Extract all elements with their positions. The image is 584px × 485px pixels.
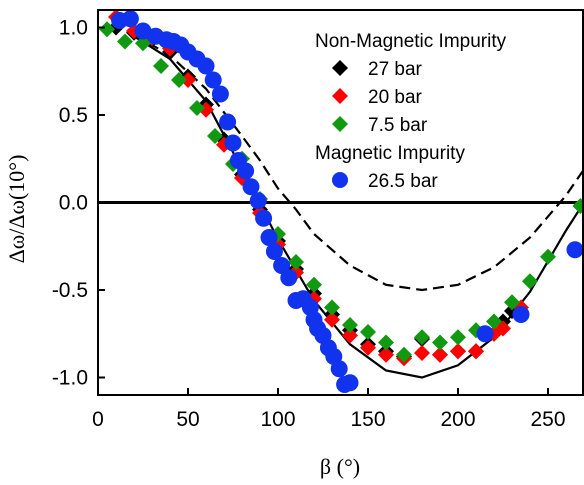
y-tick-label: 1.0 (59, 17, 88, 40)
data-point-26-5-bar (242, 178, 260, 196)
data-point-7-5-bar (572, 198, 584, 214)
points-layer (99, 9, 584, 393)
data-point-26-5-bar (512, 306, 530, 323)
y-axis: 1.0 0.5 0.0 -0.5 -1.0 (52, 17, 105, 390)
data-point-26-5-bar (280, 269, 298, 287)
legend-header-magnetic: Magnetic Impurity (315, 143, 465, 164)
data-point-26-5-bar (224, 134, 242, 152)
data-point-7-5-bar (189, 100, 205, 116)
data-point-7-5-bar (360, 324, 376, 340)
grid-layer (133, 33, 584, 379)
legend-marker-7-5-bar (332, 116, 348, 132)
data-point-26-5-bar (204, 71, 222, 89)
data-point-26-5-bar (341, 374, 359, 392)
data-point-7-5-bar (450, 329, 466, 346)
data-point-20-bar (360, 339, 376, 356)
data-point-7-5-bar (414, 329, 430, 346)
data-point-7-5-bar (378, 334, 394, 351)
data-point-7-5-bar (99, 21, 115, 38)
data-point-7-5-bar (504, 294, 520, 311)
x-tick-label: 50 (176, 408, 199, 431)
x-tick-label: 200 (440, 408, 475, 431)
data-point-7-5-bar (324, 299, 340, 316)
data-point-20-bar (324, 311, 340, 328)
x-tick-label: 100 (260, 408, 295, 431)
data-point-26-5-bar (237, 162, 255, 180)
legend-marker-26-5-bar (332, 172, 348, 188)
y-tick-label: -1.0 (52, 367, 88, 390)
curve-dashed (133, 33, 584, 292)
data-point-7-5-bar (396, 346, 412, 363)
data-point-20-bar (378, 346, 394, 363)
data-point-7-5-bar (342, 317, 358, 333)
data-point-26-5-bar (211, 85, 229, 103)
legend: Non-Magnetic Impurity 27 bar 20 bar 7.5 … (315, 31, 507, 192)
x-tick-label: 250 (530, 408, 565, 431)
data-point-7-5-bar (486, 313, 502, 330)
data-point-26-5-bar (219, 113, 237, 131)
data-point-26-5-bar (566, 241, 584, 259)
data-point-7-5-bar (207, 128, 223, 144)
legend-label-26-5-bar: 26.5 bar (368, 171, 438, 192)
data-point-26-5-bar (273, 257, 291, 274)
data-point-26-5-bar (330, 360, 348, 378)
x-tick-label: 0 (92, 408, 104, 431)
legend-header-non-magnetic: Non-Magnetic Impurity (315, 31, 507, 52)
y-tick-label: 0.5 (59, 104, 88, 127)
y-tick-label: 0.0 (59, 192, 88, 215)
data-point-26-5-bar (476, 325, 494, 343)
data-point-7-5-bar (306, 276, 322, 293)
data-point-7-5-bar (432, 334, 448, 351)
legend-label-20-bar: 20 bar (368, 87, 423, 108)
data-point-26-5-bar (265, 243, 283, 260)
data-point-26-5-bar (197, 57, 215, 75)
data-point-7-5-bar (135, 35, 151, 52)
legend-label-27-bar: 27 bar (368, 59, 423, 80)
data-point-7-5-bar (171, 72, 187, 88)
x-axis-title: β (°) (320, 454, 360, 479)
data-point-7-5-bar (117, 33, 133, 50)
data-point-26-5-bar (249, 192, 267, 210)
data-point-7-5-bar (540, 248, 556, 265)
data-point-20-bar (450, 343, 466, 360)
data-point-20-bar (414, 345, 430, 361)
data-point-7-5-bar (153, 58, 169, 74)
legend-marker-27-bar (332, 60, 348, 76)
data-point-26-5-bar (121, 10, 139, 28)
x-axis: 0 50 100 150 200 250 (92, 388, 566, 431)
y-tick-label: -0.5 (52, 279, 88, 302)
data-point-26-5-bar (260, 229, 278, 246)
data-point-7-5-bar (522, 273, 538, 290)
legend-label-7-5-bar: 7.5 bar (368, 115, 428, 136)
data-point-7-5-bar (288, 254, 304, 270)
x-tick-label: 150 (350, 408, 385, 431)
data-point-20-bar (468, 343, 484, 360)
data-point-20-bar (342, 327, 358, 344)
data-point-26-5-bar (255, 209, 273, 227)
curve-solid (133, 35, 584, 379)
y-axis-title: Δω/Δω(10°) (4, 155, 29, 264)
legend-marker-20-bar (332, 88, 348, 104)
data-point-20-bar (432, 346, 448, 363)
data-point-20-bar (180, 72, 196, 88)
